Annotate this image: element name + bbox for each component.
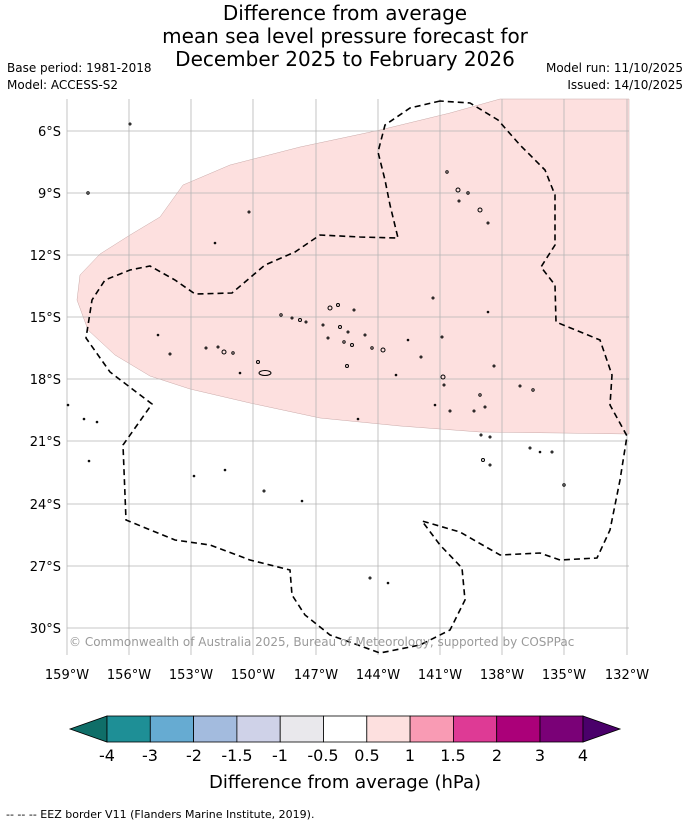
model-run: Model run: 11/10/2025 (545, 61, 683, 75)
lon-label: 150°W (231, 668, 275, 683)
colorbar-tick: -2 (186, 746, 202, 765)
lat-label: 9°S (38, 187, 61, 202)
colorbar-low-extend (68, 715, 108, 743)
colorbar-tick: 1 (405, 746, 415, 765)
title-line-2: mean sea level pressure forecast for (162, 24, 528, 48)
title-line-3: December 2025 to February 2026 (175, 47, 515, 71)
colorbar-segment (193, 715, 238, 743)
colorbar-tick: -1 (272, 746, 288, 765)
lat-label: 24°S (30, 498, 61, 513)
colorbar-tick: 3 (535, 746, 545, 765)
colorbar-segment (236, 715, 281, 743)
colorbar-tick: -1.5 (221, 746, 252, 765)
gridlines (66, 99, 629, 655)
colorbar-tick: 1.5 (440, 746, 465, 765)
colorbar-segment (323, 715, 368, 743)
lat-label: 27°S (30, 560, 61, 575)
longitude-labels: 159°W 156°W 153°W 150°W 147°W 144°W 141°… (45, 668, 649, 683)
lon-label: 147°W (294, 668, 338, 683)
lon-label: 159°W (45, 668, 89, 683)
lat-label: 18°S (30, 373, 61, 388)
colorbar-label: Difference from average (hPa) (209, 772, 481, 793)
lon-label: 156°W (107, 668, 151, 683)
lat-label: 30°S (30, 622, 61, 637)
eez-legend: -- -- -- EEZ border V11 (Flanders Marine… (6, 808, 315, 821)
issued-date: Issued: 14/10/2025 (567, 78, 683, 92)
model-name: Model: ACCESS-S2 (7, 78, 119, 92)
colorbar-segment (279, 715, 324, 743)
colorbar-tick: -0.5 (307, 746, 338, 765)
colorbar-ticks: -4 -3 -2 -1.5 -1 -0.5 0.5 1 1.5 2 3 4 (99, 746, 588, 765)
copyright-notice: © Commonwealth of Australia 2025, Bureau… (69, 635, 574, 649)
colorbar-tick: 0.5 (354, 746, 379, 765)
title-line-1: Difference from average (222, 1, 468, 25)
lon-label: 132°W (605, 668, 649, 683)
lon-label: 144°W (356, 668, 400, 683)
latitude-labels: 6°S 9°S 12°S 15°S 18°S 21°S 24°S 27°S 30… (30, 125, 61, 637)
colorbar-segment (409, 715, 454, 743)
eez-border (85, 100, 628, 654)
lat-label: 6°S (38, 125, 61, 140)
lat-label: 21°S (30, 435, 61, 450)
colorbar (68, 715, 622, 743)
colorbar-segment (539, 715, 584, 743)
lon-label: 141°W (418, 668, 462, 683)
base-period: Base period: 1981-2018 (7, 61, 152, 75)
colorbar-tick: 2 (492, 746, 502, 765)
lon-label: 135°W (542, 668, 586, 683)
colorbar-segment (366, 715, 411, 743)
colorbar-high-extend (582, 715, 622, 743)
lat-label: 15°S (30, 311, 61, 326)
colorbar-segment (452, 715, 498, 743)
islands (66, 122, 566, 585)
colorbar-tick: -3 (142, 746, 158, 765)
positive-anomaly-region (76, 98, 630, 435)
lat-label: 12°S (30, 249, 61, 264)
colorbar-tick: -4 (99, 746, 115, 765)
colorbar-segment (496, 715, 541, 743)
colorbar-segment (106, 715, 151, 743)
lon-label: 138°W (480, 668, 524, 683)
colorbar-segment (149, 715, 195, 743)
lon-label: 153°W (169, 668, 213, 683)
colorbar-tick: 4 (578, 746, 588, 765)
